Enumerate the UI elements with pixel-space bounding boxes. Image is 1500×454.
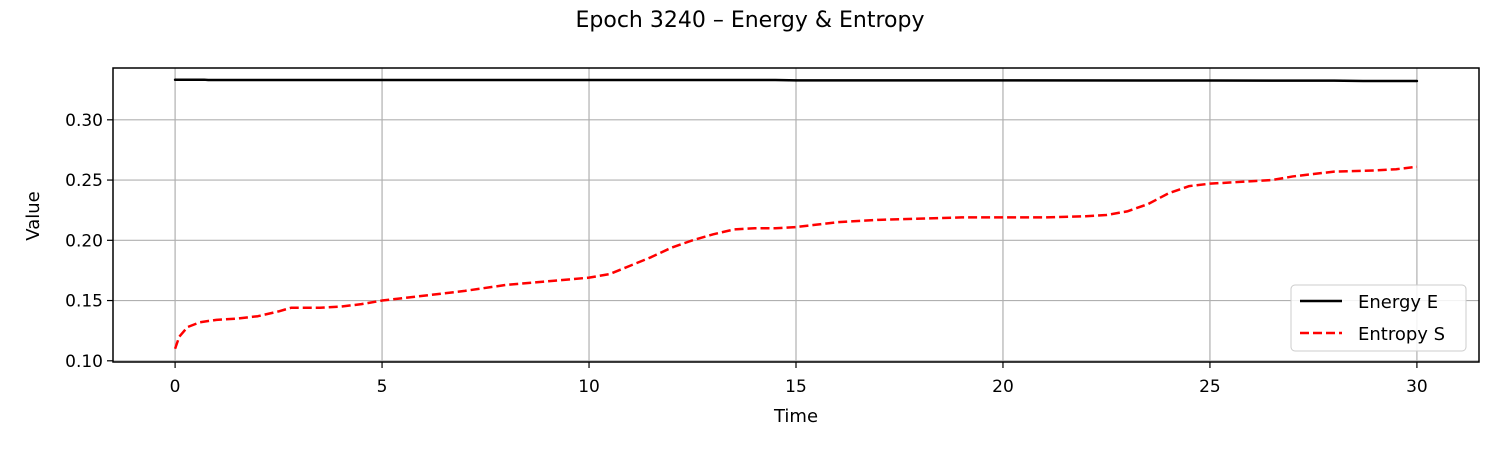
legend: Energy E Entropy S bbox=[1290, 284, 1467, 352]
x-tick-label: 30 bbox=[1406, 377, 1428, 397]
chart-title: Epoch 3240 – Energy & Entropy bbox=[576, 8, 925, 33]
grid-lines bbox=[113, 68, 1479, 362]
x-tick-label: 15 bbox=[785, 377, 807, 397]
series-line-entropy-s bbox=[173, 165, 1418, 350]
legend-label-entropy: Entropy S bbox=[1358, 324, 1445, 345]
x-tick-label: 25 bbox=[1199, 377, 1221, 397]
y-tick-label: 0.15 bbox=[65, 292, 103, 312]
series-layer bbox=[173, 78, 1419, 350]
x-tick-label: 5 bbox=[377, 377, 388, 397]
x-tick-label: 0 bbox=[170, 377, 181, 397]
legend-label-energy: Energy E bbox=[1358, 292, 1438, 313]
axis-ticks: 0 5 10 15 20 25 30 0.10 0.15 0.20 0.25 0.30 bbox=[65, 111, 1428, 397]
y-tick-label: 0.30 bbox=[65, 111, 103, 131]
y-tick-label: 0.20 bbox=[65, 231, 103, 251]
x-axis-label: Time bbox=[773, 406, 818, 427]
y-axis-label: Value bbox=[23, 191, 44, 240]
x-tick-label: 10 bbox=[578, 377, 600, 397]
series-line-energy-e bbox=[173, 78, 1419, 83]
y-tick-label: 0.10 bbox=[65, 352, 103, 372]
x-tick-label: 20 bbox=[992, 377, 1014, 397]
y-tick-label: 0.25 bbox=[65, 171, 103, 191]
